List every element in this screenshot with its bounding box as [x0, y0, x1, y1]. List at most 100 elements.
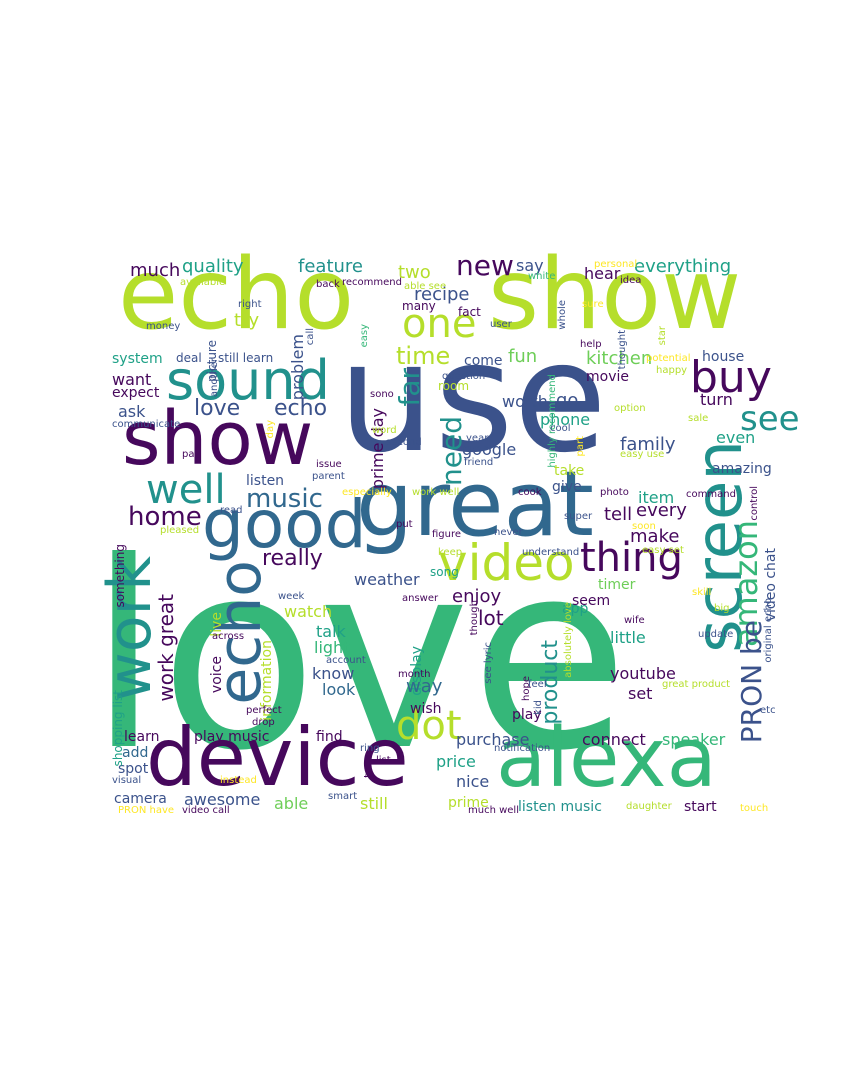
word-highly-recommend: highly recommend — [547, 374, 558, 468]
word-time: time — [396, 342, 451, 370]
word-visual: visual — [112, 775, 142, 786]
word-soon: soon — [632, 521, 656, 532]
word-love: love — [88, 507, 629, 807]
word-far: far — [393, 368, 426, 407]
word-play-music: play music — [194, 729, 270, 745]
word-prime: prime — [448, 795, 489, 811]
word-make: make — [630, 526, 680, 547]
word-thing: thing — [580, 535, 683, 581]
word-dot: dot — [396, 703, 462, 749]
word-big: big — [714, 603, 730, 614]
word-sale: sale — [688, 413, 709, 424]
word-much-well: much well — [468, 805, 519, 816]
word-awesome: awesome — [184, 790, 261, 809]
word-well: well — [146, 467, 226, 513]
word-skill: skill — [692, 587, 712, 598]
word-ring: ring — [360, 743, 380, 754]
word-even: even — [716, 428, 756, 447]
word-parent: parent — [312, 471, 345, 482]
word-video: video — [438, 534, 575, 592]
word-start: start — [684, 799, 717, 815]
word-fun: fun — [508, 346, 538, 367]
word-show: show — [488, 238, 742, 352]
word-enjoy: enjoy — [452, 586, 502, 607]
word-alexa: alexa — [496, 711, 717, 806]
word-smart: smart — [328, 791, 358, 802]
word-buy: buy — [690, 352, 772, 403]
word-thought: thought — [617, 330, 628, 370]
word-movie: movie — [586, 369, 629, 385]
word-youtube: youtube — [610, 664, 676, 683]
word-ask: ask — [118, 402, 146, 421]
word-shopping-list: shopping list — [111, 690, 125, 767]
word-understand: understand — [522, 547, 580, 558]
word-phone: phone — [540, 410, 591, 429]
word-everything: everything — [634, 256, 732, 277]
word-lot: lot — [478, 606, 504, 630]
word-go: go — [556, 390, 579, 411]
word-video-call: video call — [182, 805, 230, 816]
word-easy: easy — [359, 324, 370, 348]
word-user: user — [490, 319, 512, 330]
word-system: system — [112, 351, 163, 367]
word-item: item — [638, 488, 675, 507]
word-tell: tell — [604, 504, 633, 525]
word-year: year — [466, 433, 489, 444]
word-recommend: recommend — [342, 277, 402, 288]
word-back: back — [316, 279, 340, 290]
word-work-great: work great — [154, 594, 178, 702]
word-try: try — [234, 310, 260, 331]
word-look: look — [322, 680, 356, 699]
word-one: one — [402, 301, 477, 347]
word-talk: talk — [316, 622, 346, 641]
word-able: able — [274, 794, 309, 813]
word-problem: problem — [288, 334, 307, 401]
word-love: love — [194, 396, 241, 421]
word-little: little — [610, 628, 646, 647]
word-something: something — [113, 544, 127, 608]
word-white: white — [528, 271, 556, 282]
word-issue: issue — [316, 459, 342, 470]
word-wish: wish — [410, 701, 442, 717]
word-especially: especially — [342, 487, 392, 498]
word-worth: worth — [502, 392, 548, 411]
word-communicate: communicate — [112, 419, 181, 430]
word-cool: cool — [550, 423, 571, 434]
word-notification: notification — [494, 743, 551, 754]
word-answer: answer — [402, 593, 439, 604]
word-family: family — [620, 434, 676, 455]
word-deal: deal — [176, 351, 202, 365]
word-really: really — [262, 546, 323, 571]
word-easy-use: easy use — [620, 449, 665, 460]
word-month: month — [398, 669, 431, 680]
word-available: available — [180, 277, 226, 288]
word-app: app — [562, 601, 589, 617]
word-personal: personal — [594, 259, 638, 270]
word-photo: photo — [600, 487, 629, 498]
word-kitchen: kitchen — [586, 348, 653, 369]
word-feel: feel — [528, 679, 547, 690]
word-friend: friend — [464, 457, 494, 468]
word-instead: instead — [220, 775, 257, 786]
word-cook: cook — [518, 487, 542, 498]
word-much: much — [130, 260, 181, 281]
word-come: come — [464, 353, 503, 369]
word-camera: camera — [114, 791, 167, 807]
word-potential: potential — [646, 353, 691, 364]
word-song: song — [430, 565, 459, 579]
word-expect: expect — [112, 385, 160, 401]
word-still-learn: still learn — [218, 351, 274, 365]
word-happy: happy — [656, 365, 688, 376]
word-feature: feature — [298, 256, 363, 277]
word-new: new — [456, 249, 514, 282]
word-call: call — [305, 328, 316, 346]
word-word: word — [372, 425, 397, 436]
word-device: device — [146, 711, 409, 804]
word-see: see — [740, 399, 800, 439]
word-work: work — [95, 556, 165, 702]
word-control: control — [749, 486, 760, 521]
word-seem: seem — [572, 593, 611, 609]
word-play: play — [512, 707, 542, 723]
word-light: light — [314, 638, 350, 657]
word-tv: tv — [363, 768, 374, 778]
